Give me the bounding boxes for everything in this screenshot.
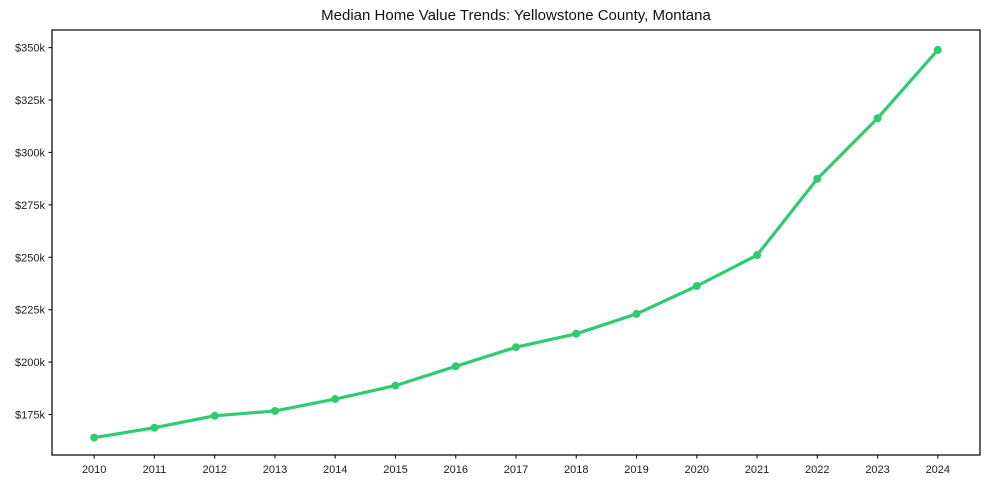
data-point-2013 <box>270 406 279 415</box>
x-tick-label: 2018 <box>564 464 588 476</box>
data-point-2015 <box>391 381 400 390</box>
y-tick-label: $275k <box>15 200 45 212</box>
y-tick-label: $325k <box>15 95 45 107</box>
x-tick-label: 2023 <box>865 464 889 476</box>
x-tick-label: 2017 <box>504 464 528 476</box>
data-points <box>90 45 942 442</box>
data-point-2016 <box>451 362 460 371</box>
x-tick-label: 2012 <box>202 464 226 476</box>
x-tick-label: 2014 <box>323 464 347 476</box>
x-tick-label: 2011 <box>143 464 167 476</box>
data-point-2020 <box>692 282 701 291</box>
x-tick-label: 2022 <box>805 464 829 476</box>
data-point-2022 <box>813 174 822 183</box>
x-tick-label: 2015 <box>383 464 407 476</box>
x-tick-label: 2016 <box>443 464 467 476</box>
y-tick-label: $250k <box>15 252 45 264</box>
y-tick-label: $300k <box>15 147 45 159</box>
y-tick-label: $225k <box>15 305 45 317</box>
x-tick-label: 2021 <box>745 464 769 476</box>
data-point-2023 <box>873 114 882 123</box>
x-axis: 2010 2011 2012 2013 2014 2015 2016 2017 2018 2019… <box>82 455 950 476</box>
data-point-2011 <box>150 423 159 432</box>
y-tick-label: $175k <box>15 410 45 422</box>
plot-frame <box>51 29 981 456</box>
chart-title: Median Home Value Trends: Yellowstone Co… <box>321 7 711 24</box>
x-tick-label: 2020 <box>685 464 709 476</box>
data-point-2021 <box>753 251 762 260</box>
x-tick-label: 2013 <box>263 464 287 476</box>
y-tick-label: $350k <box>15 43 45 55</box>
x-tick-label: 2010 <box>82 464 106 476</box>
data-point-2017 <box>512 343 520 352</box>
y-axis: $175k $200k $225k $250k $275k $300k $325k $350k <box>15 43 52 422</box>
y-tick-label: $200k <box>15 357 45 369</box>
x-tick-label: 2019 <box>624 464 648 476</box>
trend-line <box>92 48 940 440</box>
data-point-2012 <box>210 411 219 420</box>
x-tick-label: 2024 <box>926 464 950 476</box>
data-point-2010 <box>90 433 99 442</box>
data-point-2018 <box>572 329 581 338</box>
data-point-2014 <box>331 395 340 404</box>
data-point-2024 <box>933 45 942 54</box>
data-point-2019 <box>632 309 641 318</box>
